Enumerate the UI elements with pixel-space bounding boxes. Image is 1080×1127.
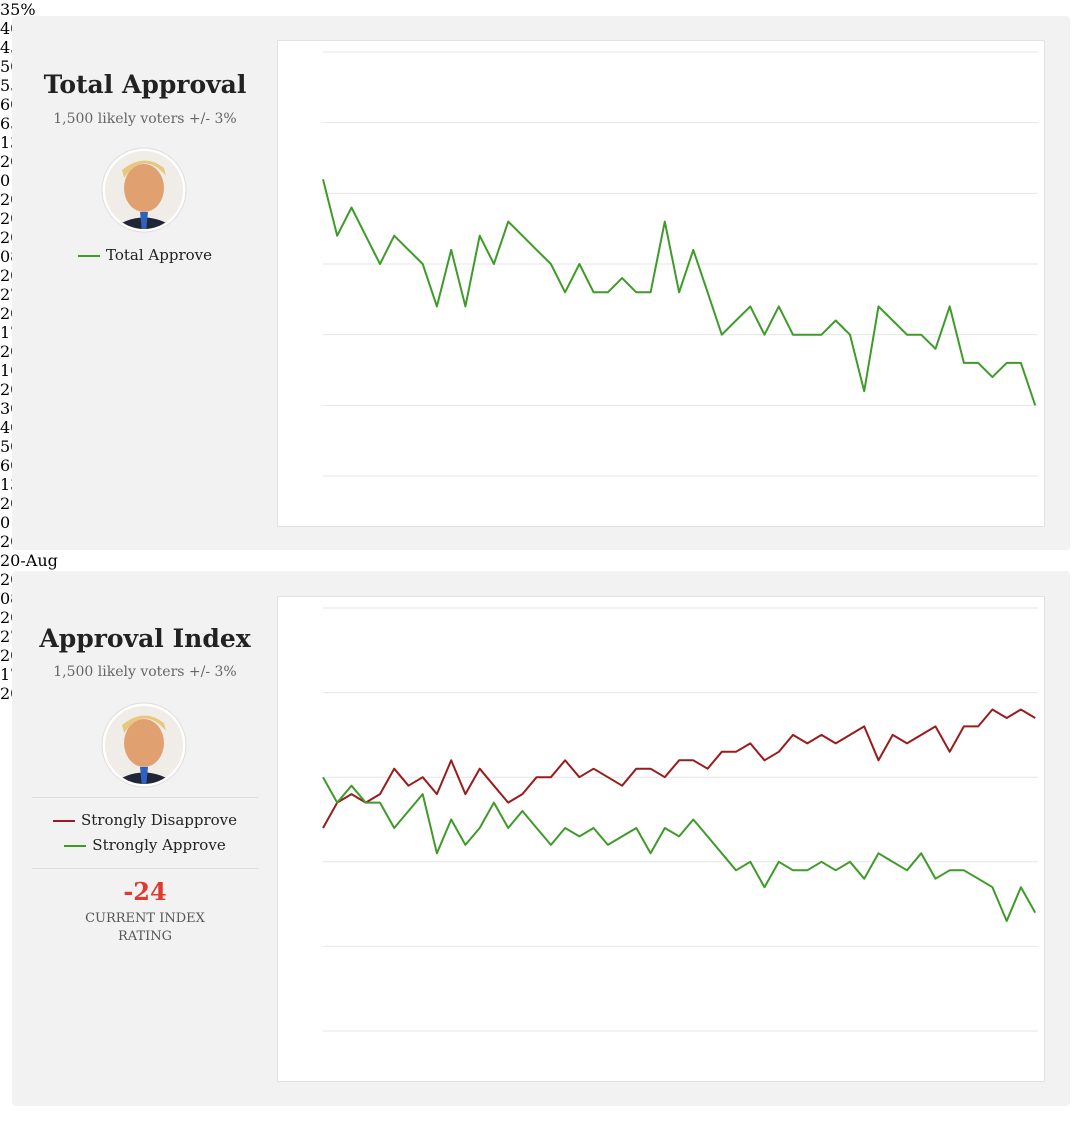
legend-swatch xyxy=(64,845,87,847)
chart-box xyxy=(277,596,1045,1082)
panel-title: Approval Index xyxy=(39,624,251,653)
legend-item: Strongly Disapprove xyxy=(32,808,258,833)
y-tick-label: 35% xyxy=(0,0,36,19)
legend-label: Strongly Disapprove xyxy=(80,811,238,829)
legend-label: Strongly Approve xyxy=(92,836,226,854)
legend-label: Total Approve xyxy=(106,246,212,264)
separator xyxy=(32,797,258,798)
index-label: CURRENT INDEX RATING xyxy=(85,911,205,944)
panel-subtitle: 1,500 likely voters +/- 3% xyxy=(53,664,237,680)
panel-title: Total Approval xyxy=(43,70,247,99)
data-line xyxy=(322,776,1037,922)
legend-swatch xyxy=(78,255,100,257)
data-line xyxy=(322,178,1037,406)
avatar xyxy=(101,702,187,788)
data-line xyxy=(322,708,1036,829)
panel-subtitle: 1,500 likely voters +/- 3% xyxy=(53,111,237,127)
legend-swatch xyxy=(52,820,75,822)
chart-box xyxy=(277,40,1045,527)
legend: Total Approve xyxy=(32,243,258,268)
avatar xyxy=(101,147,187,233)
legend-item: Strongly Approve xyxy=(32,833,258,858)
index-value: -24 xyxy=(123,877,167,906)
legend-item: Total Approve xyxy=(32,243,258,268)
legend: Strongly Disapprove Strongly Approve xyxy=(32,808,258,858)
separator xyxy=(32,868,258,869)
